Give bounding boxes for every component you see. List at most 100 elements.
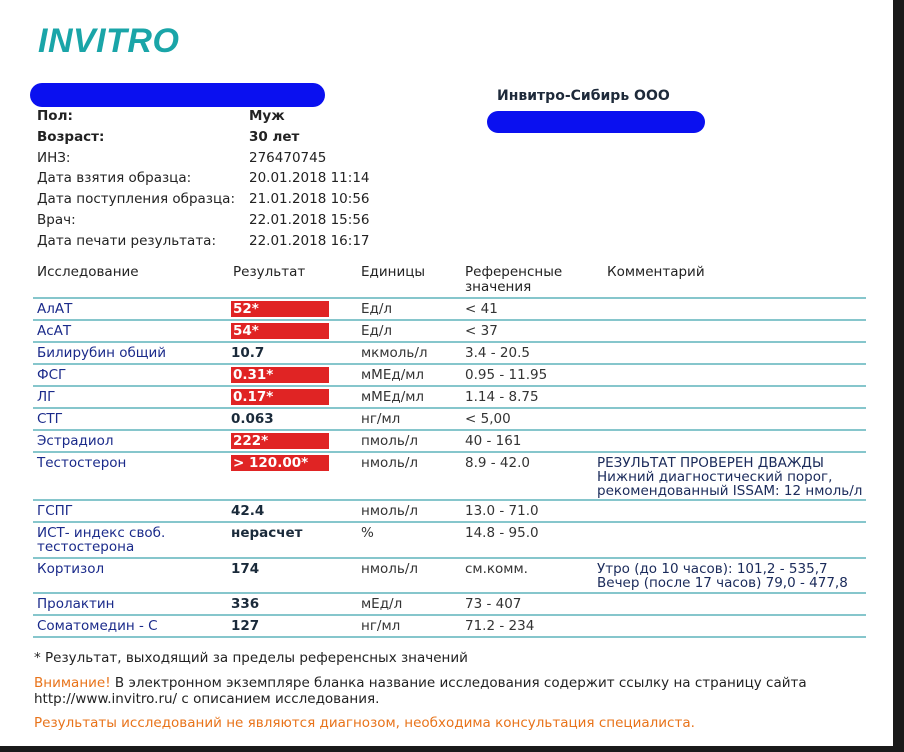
- header-ref-line2: значения: [465, 279, 532, 295]
- table-row: Соматомедин - С 127 нг/мл 71.2 - 234: [0, 615, 893, 637]
- result-value: 52*: [231, 301, 329, 317]
- reference-range: 8.9 - 42.0: [465, 455, 530, 471]
- disclaimer: Результаты исследований не являются диаг…: [34, 715, 695, 731]
- reference-range: 71.2 - 234: [465, 618, 535, 634]
- test-name: АсАТ: [37, 323, 72, 339]
- patient-field-value: 21.01.2018 10:56: [249, 191, 370, 208]
- comment: РЕЗУЛЬТАТ ПРОВЕРЕН ДВАЖДЫ Нижний диагнос…: [597, 455, 863, 499]
- result-value: 222*: [231, 433, 329, 449]
- result-value: 174: [231, 561, 260, 577]
- row-divider: [33, 407, 866, 409]
- patient-field-label: Врач:: [37, 212, 76, 228]
- row-divider: [33, 363, 866, 365]
- result-value: 336: [231, 596, 260, 612]
- units: пмоль/л: [361, 433, 419, 449]
- patient-field-value: 30 лет: [249, 128, 300, 145]
- reference-range: 73 - 407: [465, 596, 522, 612]
- reference-range: 13.0 - 71.0: [465, 503, 539, 519]
- result-value: нерасчет: [231, 525, 303, 541]
- units: Ед/л: [361, 323, 393, 339]
- header-test: Исследование: [37, 264, 139, 280]
- units: мкмоль/л: [361, 345, 428, 361]
- result-value: 10.7: [231, 345, 265, 361]
- redacted-address: [487, 111, 705, 133]
- units: нмоль/л: [361, 503, 419, 519]
- organization-name: Инвитро-Сибирь ООО: [497, 88, 670, 104]
- units: нмоль/л: [361, 455, 419, 471]
- result-value: 127: [231, 618, 260, 634]
- test-name: Тестостерон: [37, 455, 127, 471]
- table-row: ФСГ 0.31* мМЕд/мл 0.95 - 11.95: [0, 364, 893, 386]
- result-value: 0.063: [231, 411, 274, 427]
- patient-field-label: ИНЗ:: [37, 149, 71, 166]
- test-name: ГСПГ: [37, 503, 74, 519]
- header-result: Результат: [233, 264, 306, 280]
- units: Ед/л: [361, 301, 393, 317]
- row-divider: [33, 385, 866, 387]
- reference-range: см.комм.: [465, 561, 528, 577]
- row-divider: [33, 592, 866, 594]
- attention-text: В электронном экземпляре бланка название…: [110, 675, 807, 691]
- table-row: Тестостерон > 120.00* нмоль/л 8.9 - 42.0 РЕЗ…: [0, 452, 893, 500]
- table-row: АсАТ 54* Ед/л < 37: [0, 320, 893, 342]
- units: нмоль/л: [361, 561, 419, 577]
- units: %: [361, 525, 374, 541]
- patient-field-label: Дата взятия образца:: [37, 170, 192, 187]
- units: нг/мл: [361, 618, 401, 634]
- result-value: 0.17*: [231, 389, 329, 405]
- patient-field-label: Пол:: [37, 108, 73, 124]
- patient-field-value: 20.01.2018 11:14: [249, 170, 370, 187]
- attention-link[interactable]: http://www.invitro.ru/ с описанием иссле…: [34, 691, 380, 707]
- test-name: Кортизол: [37, 561, 105, 577]
- header-comment: Комментарий: [607, 264, 705, 280]
- row-divider: [33, 319, 866, 321]
- result-value: > 120.00*: [231, 455, 329, 471]
- patient-field-value: 276470745: [249, 149, 327, 166]
- table-row: Кортизол 174 нмоль/л см.комм. Утро (до 10 ча…: [0, 558, 893, 593]
- reference-range: 3.4 - 20.5: [465, 345, 530, 361]
- row-divider: [33, 297, 866, 299]
- reference-range: 0.95 - 11.95: [465, 367, 548, 383]
- test-name: АлАТ: [37, 301, 73, 317]
- header-reference: Референсные значения: [465, 265, 562, 295]
- redacted-patient-name: [30, 83, 325, 107]
- footnote: * Результат, выходящий за пределы рефере…: [34, 650, 468, 666]
- result-value: 0.31*: [231, 367, 329, 383]
- row-divider: [33, 636, 866, 638]
- patient-field-value: 22.01.2018 15:56: [249, 212, 370, 228]
- table-row: ИСТ- индекс своб. тестостерона нерасчет% 1…: [0, 522, 893, 558]
- test-name: Пролактин: [37, 596, 115, 612]
- row-divider: [33, 429, 866, 431]
- row-divider: [33, 499, 866, 501]
- reference-range: < 37: [465, 323, 498, 339]
- test-name: ФСГ: [37, 367, 67, 383]
- row-divider: [33, 557, 866, 559]
- lab-report-page: INVITRO Инвитро-Сибирь ООО Пол: Муж Возрас…: [0, 0, 893, 746]
- reference-range: < 5,00: [465, 411, 511, 427]
- table-row: АлАТ 52* Ед/л < 41: [0, 298, 893, 320]
- row-divider: [33, 341, 866, 343]
- test-name: ИСТ- индекс своб. тестостерона: [37, 525, 166, 555]
- units: нг/мл: [361, 411, 401, 427]
- header-ref-line1: Референсные: [465, 264, 563, 280]
- reference-range: < 41: [465, 301, 498, 317]
- invitro-logo: INVITRO: [38, 22, 180, 60]
- table-row: Билирубин общий 10.7 мкмоль/л 3.4 - 20.5: [0, 342, 893, 364]
- attention-note: Внимание! В электронном экземпляре бланк…: [34, 675, 807, 691]
- patient-field-value: 22.01.2018 16:17: [249, 232, 370, 249]
- test-name: Эстрадиол: [37, 433, 114, 449]
- patient-field-value: Муж: [249, 108, 285, 124]
- header-units: Единицы: [361, 264, 426, 280]
- row-divider: [33, 451, 866, 453]
- table-row: СТГ 0.063 нг/мл < 5,00: [0, 408, 893, 430]
- reference-range: 14.8 - 95.0: [465, 525, 539, 541]
- table-row: Пролактин 336 мЕд/л 73 - 407: [0, 593, 893, 615]
- comment: Утро (до 10 часов): 101,2 - 535,7 Вечер …: [597, 561, 848, 591]
- row-divider: [33, 614, 866, 616]
- reference-range: 1.14 - 8.75: [465, 389, 539, 405]
- attention-label: Внимание!: [34, 675, 111, 691]
- test-name: Билирубин общий: [37, 345, 167, 361]
- units: мМЕд/мл: [361, 367, 425, 383]
- test-name: ЛГ: [37, 389, 56, 405]
- result-value: 42.4: [231, 503, 265, 519]
